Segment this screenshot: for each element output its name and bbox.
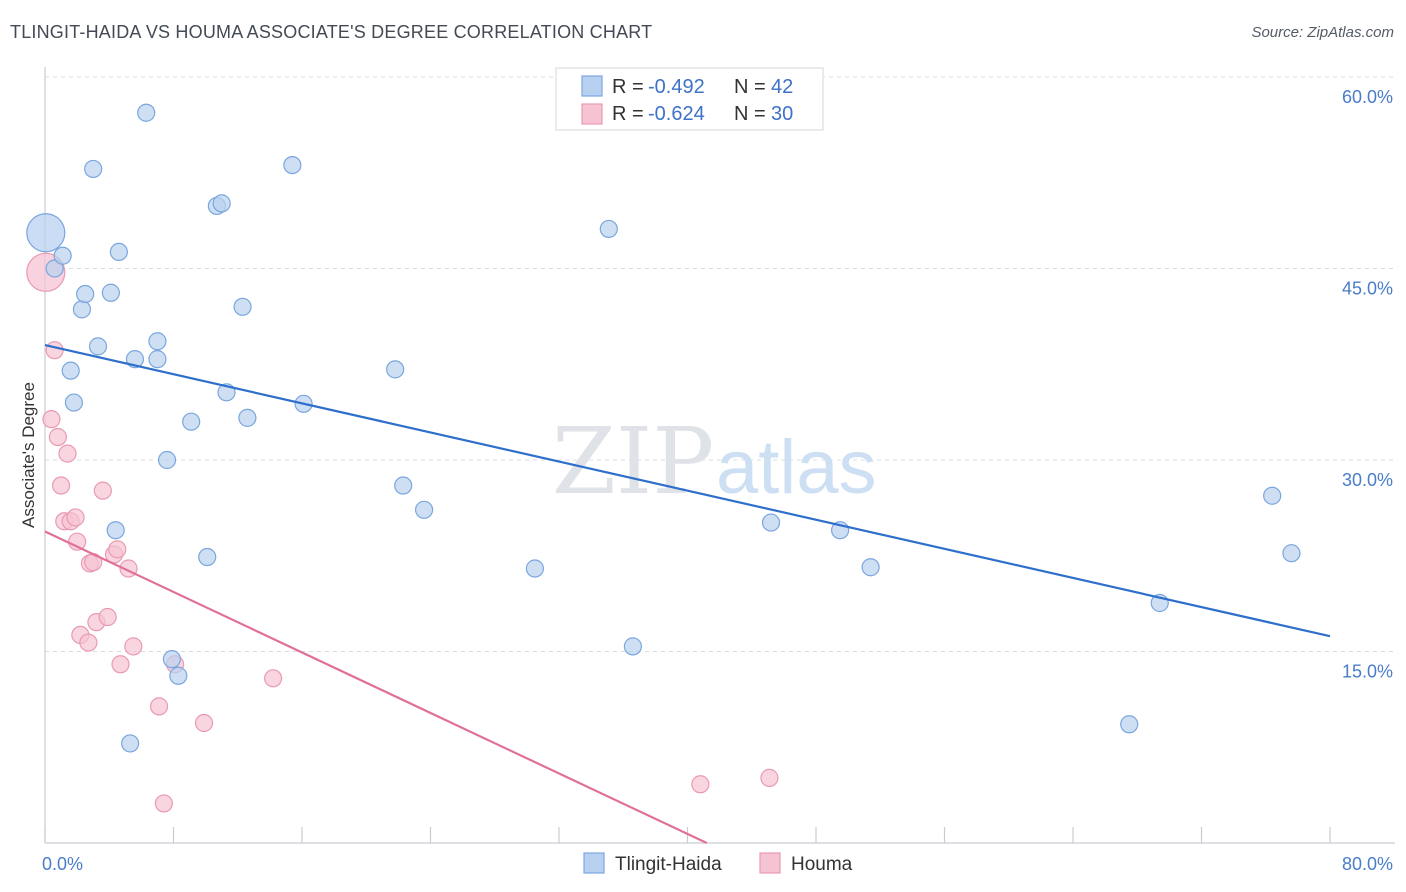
y-tick-label: 30.0% [1342,470,1393,490]
houma-point [691,775,710,794]
houma-point [42,410,61,429]
houma-point [154,794,173,813]
tlingit-haida-point [26,213,66,253]
tlingit-haida-trend-line [44,344,1331,638]
legend-n-value-2: 30 [771,103,793,125]
tlingit-haida-point [1282,544,1301,563]
tlingit-haida-point [1263,486,1282,505]
y-tick-label: 45.0% [1342,279,1393,299]
tlingit-haida-point [53,246,72,265]
houma-point [51,476,71,495]
legend-n-label-2: N = [734,103,766,125]
bottom-legend-label-tlingit-haida: Tlingit-Haida [615,854,722,875]
chart-title: TLINGIT-HAIDA VS HOUMA ASSOCIATE'S DEGRE… [10,22,653,42]
tlingit-haida-point [148,332,167,351]
stats-legend: R = -0.492 N = 42 R = -0.624 N = 30 [555,67,824,131]
tlingit-haida-point [198,547,217,567]
tlingit-haida-point [76,284,95,304]
tlingit-haida-point [84,159,103,179]
tlingit-haida-point [1120,715,1139,734]
tlingit-haida-point [88,337,108,356]
houma-point [48,427,67,447]
houma-point [194,713,214,733]
legend-n-value-1: 42 [771,76,793,98]
y-tick-label: 15.0% [1342,662,1393,682]
houma-point [111,655,130,674]
houma-points [26,252,779,813]
x-tick-label: 80.0% [1342,854,1393,874]
tlingit-haida-point [148,350,167,369]
tlingit-haida-point [61,361,80,380]
legend-n-label-1: N = [734,76,766,98]
watermark: ZIP atlas [552,408,877,515]
houma-trend-line [44,530,708,844]
houma-point [124,637,143,656]
tlingit-haida-point [283,155,302,175]
tlingit-haida-point [182,412,201,431]
houma-point [760,768,779,787]
houma-point [149,697,169,716]
axes [44,67,1395,844]
houma-point [58,444,77,463]
watermark-zip: ZIP [552,408,714,515]
tlingit-haida-point [64,393,84,412]
houma-point [93,481,112,500]
x-tick-label: 0.0% [42,854,83,874]
source-credit: Source: ZipAtlas.com [1251,24,1394,41]
tlingit-haida-point [109,242,128,262]
y-tick-labels: 15.0% 30.0% 45.0% 60.0% [1342,87,1393,682]
houma-point [79,633,98,652]
tlingit-haida-point [121,734,140,753]
bottom-legend-swatch-tlingit-haida [583,852,605,874]
y-axis-label: Associate's Degree [19,382,38,528]
bottom-legend-label-houma: Houma [791,854,853,875]
tlingit-haida-point [101,283,120,302]
tlingit-haida-point [394,476,413,495]
tlingit-haida-point [162,650,181,669]
watermark-atlas: atlas [716,425,877,510]
legend-swatch-houma [581,103,603,125]
tlingit-haida-point [137,103,156,122]
houma-point [263,669,283,688]
tlingit-haida-point [623,637,642,656]
tlingit-haida-point [761,513,781,532]
trend-lines [44,344,1331,844]
legend-r-value-1: -0.492 [648,76,705,98]
x-tick-labels: 0.0% 80.0% [42,854,1393,874]
houma-point [45,341,64,360]
tlingit-haida-point [169,666,188,685]
tlingit-haida-point [238,408,257,427]
bottom-legend-swatch-houma [759,852,781,874]
legend-r-label-2: R = [612,103,644,125]
tlingit-haida-point [212,194,231,213]
tlingit-haida-points [26,103,1301,753]
legend-swatch-tlingit-haida [581,75,603,97]
tlingit-haida-point [861,558,880,577]
tlingit-haida-point [72,300,92,319]
tlingit-haida-point [525,559,545,578]
series-legend: Tlingit-Haida Houma [583,852,853,875]
grid-lines [45,76,1395,652]
tlingit-haida-point [414,500,434,519]
houma-point [108,540,127,559]
houma-point [98,607,117,627]
tlingit-haida-point [386,360,405,379]
legend-r-value-2: -0.624 [648,103,705,125]
y-tick-label: 60.0% [1342,87,1393,107]
tlingit-haida-point [106,521,125,540]
tlingit-haida-point [233,297,252,316]
legend-r-label-1: R = [612,76,644,98]
houma-point [66,508,85,527]
tlingit-haida-point [157,450,177,470]
tlingit-haida-point [599,219,618,239]
